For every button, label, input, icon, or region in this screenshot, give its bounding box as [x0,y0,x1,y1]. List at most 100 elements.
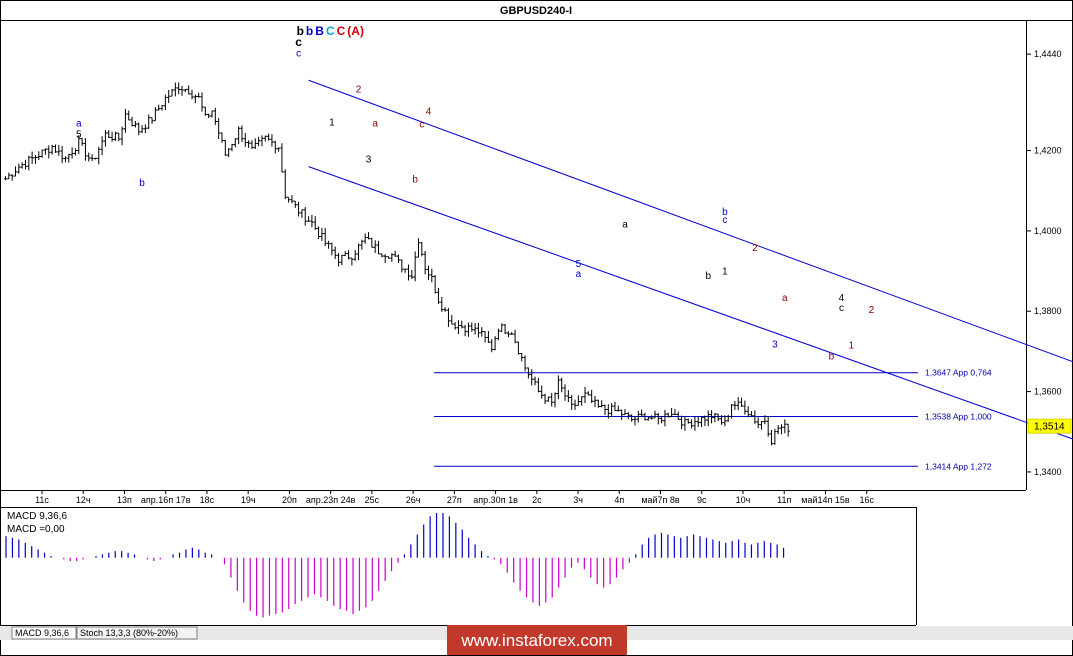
tab-stoch[interactable] [76,626,198,640]
price-bar [330,242,334,256]
price-bar [260,135,264,147]
price-bar [107,130,111,138]
price-bar [610,403,614,417]
price-bar [353,250,357,261]
price-bar [656,412,660,425]
price-bar [137,122,141,136]
x-tick-label: 11п [777,495,791,505]
price-bar [586,391,590,396]
price-bar [60,145,64,164]
price-bar [160,105,164,111]
price-bar [643,412,647,421]
price-bar [413,251,417,282]
price-bar [640,409,644,417]
y-tick-label: 1,3600 [1034,387,1062,397]
price-bar [267,133,271,141]
price-bar [373,240,377,253]
price-bar [356,243,361,261]
price-bar [580,396,584,406]
price-bar [570,394,574,410]
price-bar [553,392,557,408]
price-bar [67,153,71,163]
price-bar [550,392,554,407]
wave-label: a [372,118,378,129]
price-bar [100,136,104,156]
price-bar [316,226,321,240]
channel-upper-line [308,79,1073,363]
price-bar [699,416,704,428]
price-bar [516,341,520,355]
price-bar [590,389,594,404]
price-bar [433,275,437,294]
price-bar [713,412,717,423]
price-bar [703,415,707,427]
price-bar [173,82,177,97]
price-bar [766,415,770,437]
price-bar [43,148,48,155]
price-bar [430,268,434,283]
price-bar [313,216,317,230]
level-label: 1,3647 App 0,764 [925,368,992,378]
price-bar [197,92,201,98]
x-tick-label: 13п [117,495,132,505]
price-bar [683,416,687,431]
price-bar [310,214,314,228]
macd-value: MACD =0,00 [7,524,65,535]
price-bar [97,146,101,165]
price-bar [183,88,187,93]
price-bar [453,322,457,330]
price-bar [556,375,560,400]
price-bar [773,428,777,445]
price-bar [456,320,461,335]
price-bar [423,251,427,275]
price-bar [233,138,237,148]
price-bar [583,386,587,404]
price-bar [769,429,774,446]
price-bar [326,240,331,249]
wave-label: 1 [722,266,728,277]
price-bar [783,419,787,434]
price-bar [523,355,527,372]
price-bar [140,125,144,134]
price-bar [37,151,41,161]
price-bar [70,147,74,159]
price-bar [616,405,620,412]
price-bar [689,419,694,429]
price-bar [473,323,477,335]
price-bar [746,406,750,418]
wave-label: b [829,351,835,362]
price-bar [363,233,367,244]
chart-title: GBPUSD240-I [500,5,572,17]
price-bar [30,151,34,164]
price-bar [686,418,690,424]
price-bar [57,145,61,156]
price-bar [120,126,124,146]
price-bar [719,415,724,425]
price-bar [476,322,481,338]
price-bar [676,411,680,421]
price-bar [336,253,341,267]
price-bar [400,259,404,273]
price-bar [630,414,634,422]
price-bar [440,297,444,312]
price-bar [340,254,344,266]
price-bar [83,138,88,161]
price-bar [346,250,351,260]
current-price-label: 1,3514 [1034,422,1065,433]
price-bar [753,410,757,424]
price-bar [10,174,14,181]
x-tick-label: 12ч [76,495,91,505]
price-bar [729,404,734,419]
x-tick-label: 27п [447,495,462,505]
tab-macd[interactable] [11,626,77,640]
time-axis: 11с 12ч 13п апр.16п 17в 18с 19ч 20п апр.23п 24в… [35,490,874,505]
x-tick-label: май14п 15в [801,495,850,505]
price-bar [443,307,447,312]
price-bar [596,399,600,408]
price-bar [563,384,567,401]
price-bar [660,416,664,424]
price-bar [759,420,764,430]
price-bar [446,308,451,327]
